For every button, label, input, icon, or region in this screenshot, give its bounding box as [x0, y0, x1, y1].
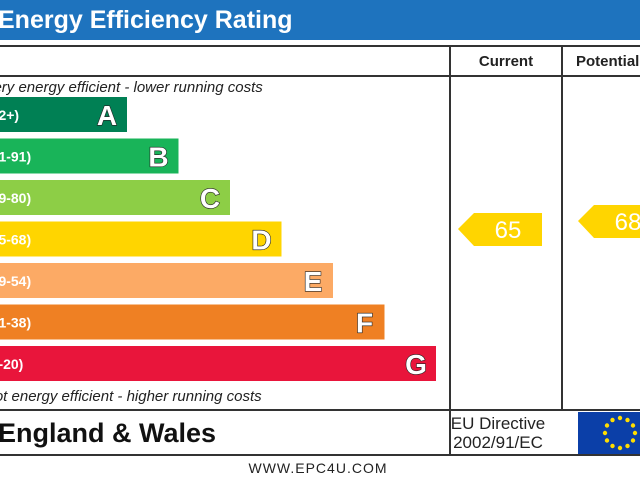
website: WWW.EPC4U.COM — [249, 460, 388, 476]
band-range: (92+) — [0, 107, 19, 123]
band — [0, 221, 282, 257]
rating-arrow — [578, 205, 640, 238]
band-letter: B — [148, 142, 168, 173]
band-range: (69-80) — [0, 190, 31, 206]
bands: (92+) A (81-91) B (69-80) C (55-68) D (39-54) E (2… — [0, 97, 436, 381]
column-header: Current — [479, 53, 533, 70]
band-letter: A — [97, 100, 117, 131]
band — [0, 346, 436, 381]
title-bar — [0, 0, 640, 40]
band — [0, 97, 127, 132]
rating-arrow — [458, 213, 542, 246]
rating-value: 68 — [615, 209, 640, 236]
band-range: (55-68) — [0, 232, 31, 248]
band — [0, 263, 333, 298]
band — [0, 180, 230, 215]
rating-value: 65 — [495, 217, 522, 244]
band — [0, 138, 179, 174]
band-range: (81-91) — [0, 149, 31, 165]
title: Energy Efficiency Rating — [0, 6, 293, 34]
band — [0, 304, 385, 340]
band-range: (1-20) — [0, 356, 23, 372]
band-letter: F — [356, 308, 373, 339]
column-header: Potential — [576, 53, 639, 70]
directive: EU Directive — [451, 414, 545, 433]
region: England & Wales — [0, 418, 216, 448]
ratings: 65 68 — [458, 205, 640, 246]
band-letter: G — [405, 349, 427, 380]
band-letter: C — [200, 183, 220, 214]
top-note: Very energy efficient - lower running co… — [0, 79, 263, 96]
frame — [0, 45, 640, 411]
band-letter: E — [304, 266, 323, 297]
band-range: (39-54) — [0, 273, 31, 289]
band-range: (21-38) — [0, 315, 31, 331]
bottom-note: Not energy efficient - higher running co… — [0, 388, 262, 405]
directive: 2002/91/EC — [453, 433, 543, 452]
eu-flag — [578, 412, 640, 454]
band-letter: D — [251, 225, 271, 256]
